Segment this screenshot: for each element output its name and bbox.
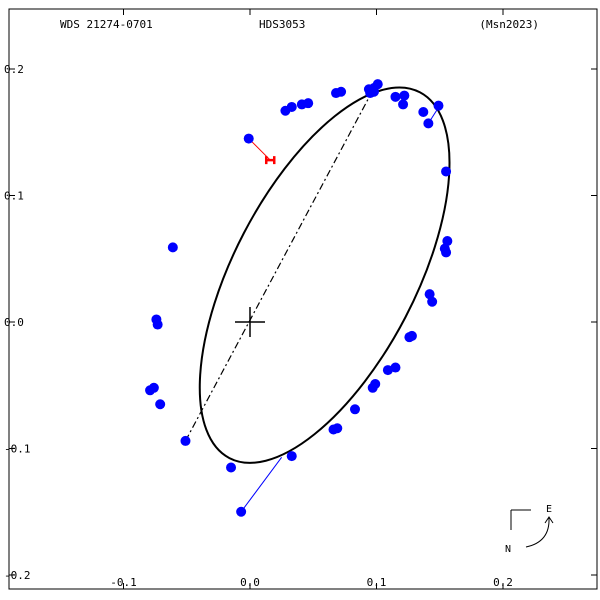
observation-point [390,362,401,373]
observation-point [180,435,191,446]
observation-point [424,289,435,300]
orbit-ellipse [198,86,451,464]
observation-point [243,133,254,144]
observation-point [167,242,178,253]
observation-point [151,314,162,325]
header-discoverer: HDS3053 [259,18,305,31]
y-tick-label: -0.2 [4,569,31,582]
observation-point [336,86,347,97]
observation-point [404,332,415,343]
observation-point [441,166,452,177]
y-tick-label: -0.1 [4,443,31,456]
observation-point [423,118,434,129]
x-tick-label: -0.1 [110,576,137,589]
observation-point [226,462,237,473]
compass-east-label: E [546,504,552,515]
observation-point [155,399,166,410]
observation-point [367,382,378,393]
line-of-apsides [184,90,374,442]
observation-point [286,101,297,112]
y-tick-label: 0.0 [4,316,24,329]
residual-line [240,457,283,513]
y-tick-label: 0.1 [4,190,24,203]
compass-rose: E N [505,504,554,555]
x-tick-label: 0.1 [367,576,387,589]
residual-marker [264,156,276,165]
observation-point [442,236,453,247]
x-tick-label: 0.2 [493,576,513,589]
y-tick-label: 0.2 [4,63,24,76]
observation-point [433,100,444,111]
observation-point [390,91,401,102]
header-wds-id: WDS 21274-0701 [60,18,153,31]
compass-axes [510,509,531,530]
observation-point [382,365,393,376]
observation-point [236,506,247,517]
primary-star-cross [235,307,265,337]
observation-point [398,99,409,110]
observation-point [399,90,410,101]
observation-point [303,98,314,109]
observation-point [365,88,376,99]
observation-point [145,385,156,396]
plot-frame [8,8,598,590]
primary-star-marker [235,307,265,337]
observation-point [286,451,297,462]
header-reference: (Msn2023) [479,18,539,31]
observation-point [441,247,452,258]
observation-point [418,107,429,118]
x-tick-label: 0.0 [240,576,260,589]
axis-ticks: -0.1 0.0 0.1 0.2 0.2 0.1 0.0 -0.1 -0.2 [4,9,597,589]
observation-point [427,296,438,307]
orbit-layer [184,86,451,464]
compass-arrow [525,516,554,548]
compass-north-label: N [505,544,511,555]
observation-points [145,79,453,473]
observation-point [328,424,339,435]
observation-point [349,404,360,415]
